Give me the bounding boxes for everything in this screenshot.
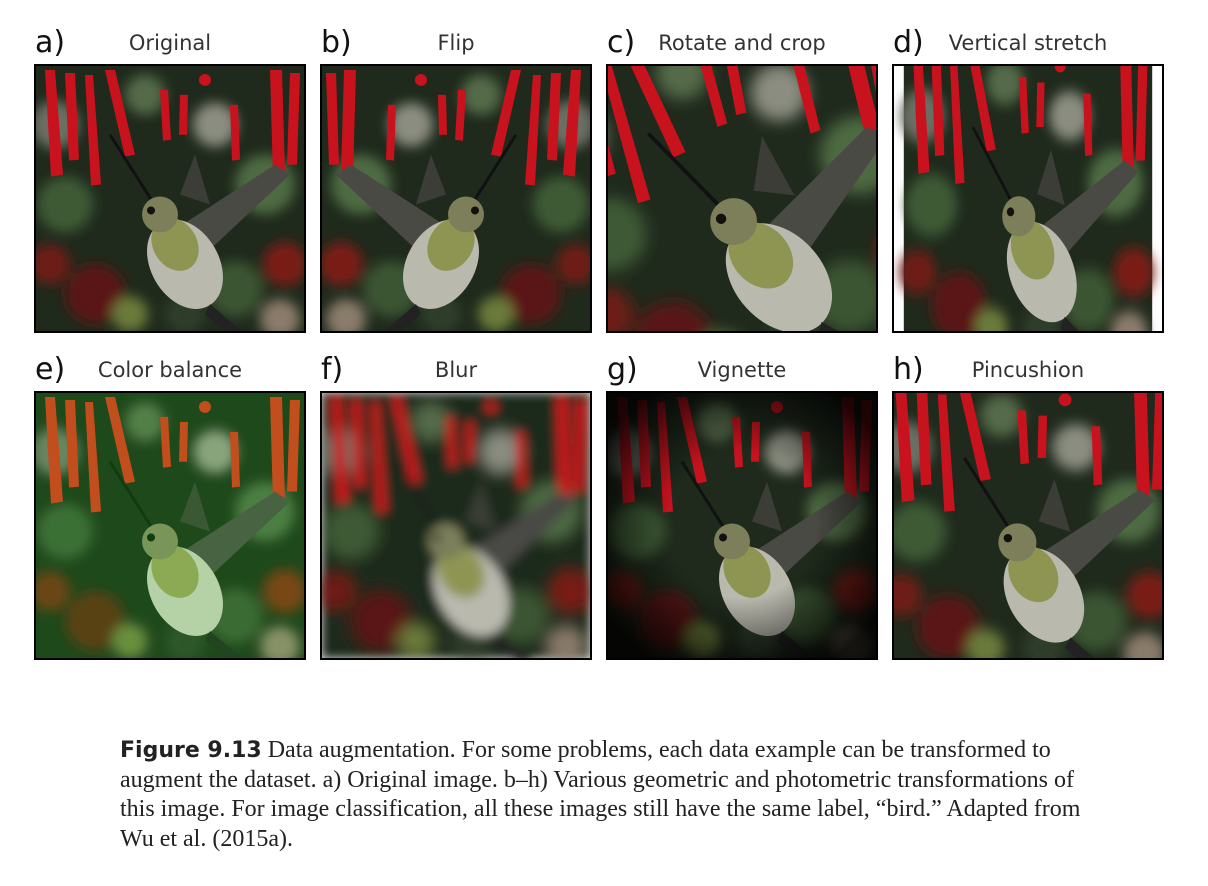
panel-image	[319, 65, 596, 339]
photo	[319, 65, 596, 339]
panel-frame	[606, 64, 878, 333]
panel-title: Vertical stretch	[949, 31, 1108, 55]
panel-image	[316, 392, 593, 666]
vignette	[607, 392, 877, 659]
panel-letter: g)	[607, 352, 638, 387]
photo	[316, 392, 593, 666]
panel-letter: a)	[35, 25, 65, 60]
panel-image	[30, 65, 307, 339]
photo	[880, 384, 1174, 674]
panel-title: Color balance	[98, 358, 242, 382]
panel-frame	[320, 64, 592, 333]
caption-label: Figure 9.13	[120, 738, 262, 763]
panel-title: Flip	[437, 31, 474, 55]
panel-title: Pincushion	[972, 358, 1084, 382]
panel-image	[899, 49, 1154, 356]
panel-letter: f)	[321, 352, 343, 387]
photo	[30, 392, 307, 666]
figure: a) Original b) Flip c) Rotate and crop d) Verti…	[30, 25, 1174, 674]
image-content	[899, 49, 1154, 356]
panel-frame	[34, 391, 306, 660]
panel-frame	[34, 64, 306, 333]
photo	[899, 49, 1154, 356]
panel-frame	[892, 391, 1164, 660]
image-content	[30, 65, 307, 339]
panel-frame	[320, 391, 592, 660]
panel-letter: b)	[321, 25, 352, 60]
photo	[30, 65, 307, 339]
panel-image	[607, 392, 877, 659]
caption: Figure 9.13 Data augmentation. For some …	[120, 736, 1085, 854]
panel-title: Original	[129, 31, 211, 55]
caption-text: Data augmentation. For some problems, ea…	[120, 737, 1081, 852]
panel-image	[880, 384, 1174, 674]
panel-letter: h)	[893, 352, 924, 387]
panel-letter: e)	[35, 352, 65, 387]
image-content	[316, 392, 593, 666]
image-content	[319, 65, 596, 339]
image-content	[880, 384, 1174, 674]
panel-image	[30, 392, 307, 666]
panel-title: Blur	[435, 358, 478, 382]
panel-frame	[892, 64, 1164, 333]
panel-title: Rotate and crop	[658, 31, 826, 55]
panel-frame	[606, 391, 878, 660]
image-content	[30, 392, 307, 666]
panel-letter: c)	[607, 25, 635, 60]
panel-letter: d)	[893, 25, 924, 60]
panel-title: Vignette	[698, 358, 787, 382]
